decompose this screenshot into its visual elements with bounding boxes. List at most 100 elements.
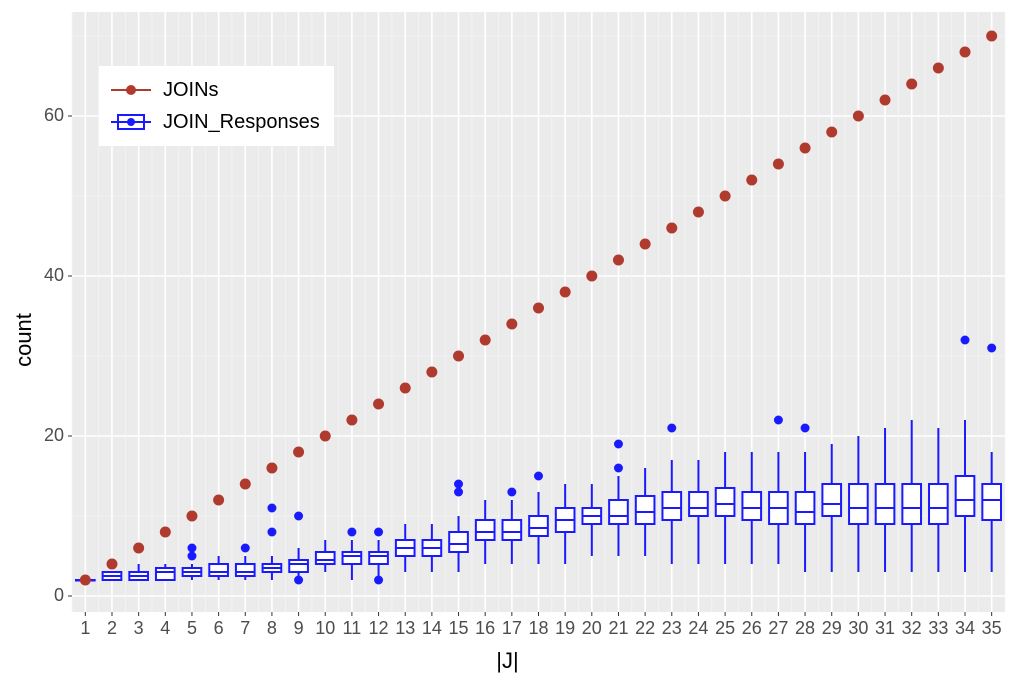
x-tick-label: 26	[742, 618, 762, 639]
x-tick-label: 19	[555, 618, 575, 639]
joins-point	[186, 511, 197, 522]
x-tick-label: 27	[768, 618, 788, 639]
joins-point	[800, 143, 811, 154]
box	[716, 488, 735, 516]
box-outlier	[454, 488, 463, 497]
x-tick-label: 28	[795, 618, 815, 639]
joins-point	[373, 399, 384, 410]
x-tick-label: 9	[294, 618, 304, 639]
box-outlier	[534, 472, 543, 481]
x-tick-label: 29	[822, 618, 842, 639]
box	[156, 568, 175, 580]
legend-label: JOIN_Responses	[163, 111, 320, 134]
y-tick-label: 20	[44, 425, 64, 446]
box	[742, 492, 761, 520]
box	[662, 492, 681, 520]
x-axis-title: |J|	[496, 648, 518, 674]
x-tick-label: 1	[80, 618, 90, 639]
x-tick-label: 25	[715, 618, 735, 639]
joins-point	[506, 319, 517, 330]
joins-point	[106, 559, 117, 570]
x-tick-label: 2	[107, 618, 117, 639]
box-outlier	[267, 504, 276, 513]
x-tick-label: 12	[369, 618, 389, 639]
joins-point	[480, 335, 491, 346]
box	[902, 484, 921, 524]
y-tick-label: 60	[44, 105, 64, 126]
y-axis-title: count	[11, 313, 37, 367]
joins-point	[693, 207, 704, 218]
x-tick-label: 24	[688, 618, 708, 639]
joins-point	[640, 239, 651, 250]
joins-point	[240, 479, 251, 490]
box	[449, 532, 468, 552]
box	[609, 500, 628, 524]
joins-point	[160, 527, 171, 538]
box-outlier	[801, 424, 810, 433]
y-tick-label: 0	[54, 585, 64, 606]
joins-point	[133, 543, 144, 554]
box	[849, 484, 868, 524]
joins-point	[533, 303, 544, 314]
x-tick-label: 20	[582, 618, 602, 639]
box	[316, 552, 335, 564]
joins-point	[453, 351, 464, 362]
box	[529, 516, 548, 536]
box-outlier	[667, 424, 676, 433]
x-tick-label: 13	[395, 618, 415, 639]
x-tick-label: 30	[848, 618, 868, 639]
x-tick-label: 15	[449, 618, 469, 639]
box-outlier	[987, 344, 996, 353]
legend-key-icon	[109, 78, 153, 102]
joins-point	[720, 191, 731, 202]
x-tick-label: 35	[982, 618, 1002, 639]
joins-point	[906, 79, 917, 90]
y-tick-label: 40	[44, 265, 64, 286]
box	[476, 520, 495, 540]
box	[876, 484, 895, 524]
legend: JOINs JOIN_Responses	[99, 66, 334, 146]
x-tick-label: 22	[635, 618, 655, 639]
legend-key-icon	[109, 110, 153, 134]
joins-point	[613, 255, 624, 266]
x-tick-label: 5	[187, 618, 197, 639]
legend-item: JOINs	[109, 74, 320, 106]
joins-point	[826, 127, 837, 138]
x-tick-label: 18	[528, 618, 548, 639]
joins-point	[80, 575, 91, 586]
joins-point	[666, 223, 677, 234]
box	[236, 564, 255, 576]
x-tick-label: 31	[875, 618, 895, 639]
joins-point	[933, 63, 944, 74]
box	[796, 492, 815, 524]
box	[503, 520, 522, 540]
box-outlier	[614, 464, 623, 473]
joins-point	[880, 95, 891, 106]
box-outlier	[774, 416, 783, 425]
joins-point	[960, 47, 971, 58]
box	[636, 496, 655, 524]
joins-point	[213, 495, 224, 506]
box	[689, 492, 708, 516]
joins-point	[293, 447, 304, 458]
box-outlier	[267, 528, 276, 537]
x-tick-label: 23	[662, 618, 682, 639]
x-tick-label: 21	[608, 618, 628, 639]
box	[343, 552, 362, 564]
chart-root: count |J| 020406012345678910111213141516…	[0, 0, 1015, 680]
box	[956, 476, 975, 516]
joins-point	[853, 111, 864, 122]
x-tick-label: 17	[502, 618, 522, 639]
box-outlier	[347, 528, 356, 537]
box	[822, 484, 841, 516]
joins-point	[346, 415, 357, 426]
box-outlier	[187, 544, 196, 553]
joins-point	[400, 383, 411, 394]
box-outlier	[454, 480, 463, 489]
joins-point	[426, 367, 437, 378]
x-tick-label: 10	[315, 618, 335, 639]
x-tick-label: 32	[902, 618, 922, 639]
x-tick-label: 11	[343, 618, 362, 639]
joins-point	[586, 271, 597, 282]
box-outlier	[507, 488, 516, 497]
